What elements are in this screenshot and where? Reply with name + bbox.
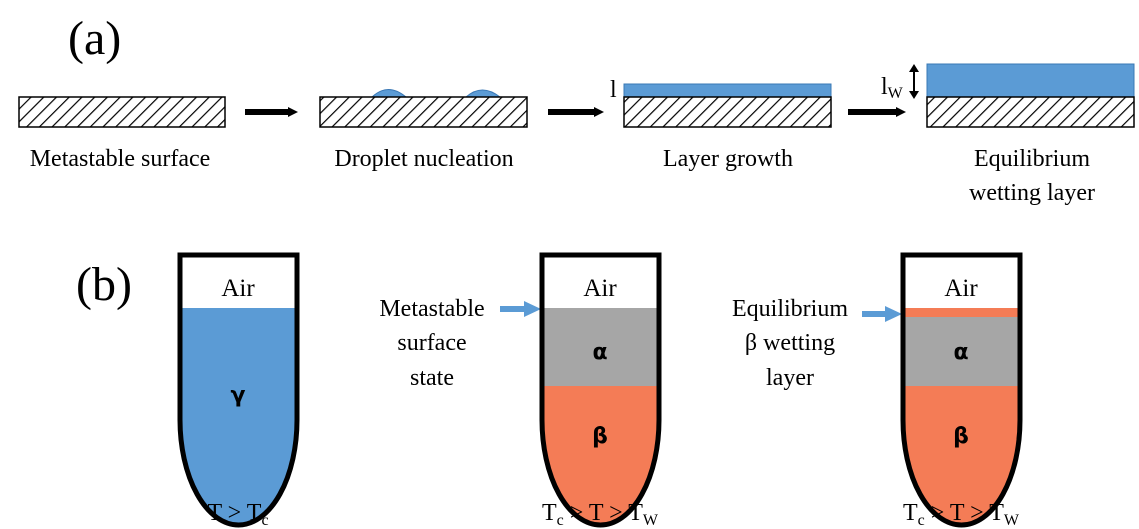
droplet bbox=[370, 89, 408, 98]
stage-equilibrium-wetting-layer: lW Equilibrium wetting layer bbox=[881, 63, 1135, 206]
stage-layer-growth: l Layer growth bbox=[610, 77, 832, 172]
annotation-line: β wetting bbox=[745, 330, 835, 356]
air-label: Air bbox=[221, 275, 255, 302]
thickness-label: lW bbox=[881, 74, 904, 102]
stage-label: Layer growth bbox=[663, 146, 793, 172]
stage-droplet-nucleation: Droplet nucleation bbox=[319, 89, 528, 172]
tube-outline bbox=[539, 252, 662, 528]
droplet bbox=[464, 89, 502, 98]
panel-a-label: (a) bbox=[68, 12, 121, 65]
gamma-label: γ bbox=[231, 383, 246, 408]
thin-wetting-layer bbox=[623, 83, 832, 98]
tube-single-phase: Air γ T > Tc bbox=[177, 252, 300, 529]
alpha-phase bbox=[903, 317, 1020, 386]
thickness-label: l bbox=[610, 77, 617, 103]
pointer-arrow-head bbox=[524, 301, 541, 317]
tube-metastable: Air α β Tc > T > TW bbox=[539, 252, 662, 529]
stage-metastable-surface: Metastable surface bbox=[18, 96, 226, 172]
beta-wetting-layer bbox=[903, 308, 1020, 317]
annotation-line: surface bbox=[397, 330, 466, 356]
tube-outline bbox=[900, 252, 1023, 528]
annotation-line: Metastable bbox=[379, 296, 484, 322]
pointer-arrow-head bbox=[885, 306, 902, 322]
stage-label-line1: Equilibrium bbox=[974, 146, 1090, 172]
panel-b-label: (b) bbox=[76, 258, 132, 311]
substrate bbox=[926, 96, 1135, 128]
alpha-label: α bbox=[953, 340, 968, 365]
stage-label: Droplet nucleation bbox=[334, 146, 513, 172]
condition-label: Tc > T > TW bbox=[903, 500, 1020, 529]
annotation-equilibrium: Equilibrium β wetting layer bbox=[732, 296, 902, 391]
air-label: Air bbox=[944, 275, 978, 302]
substrate bbox=[18, 96, 226, 128]
annotation-line: layer bbox=[766, 365, 814, 391]
tube-outline bbox=[177, 252, 300, 528]
beta-label: β bbox=[953, 424, 969, 449]
gamma-liquid bbox=[180, 308, 297, 525]
annotation-line: state bbox=[410, 365, 454, 391]
air-label: Air bbox=[583, 275, 617, 302]
stage-label: Metastable surface bbox=[30, 146, 211, 172]
condition-label: T > Tc bbox=[207, 500, 268, 529]
condition-label: Tc > T > TW bbox=[542, 500, 659, 529]
annotation-metastable: Metastable surface state bbox=[379, 296, 541, 391]
alpha-phase bbox=[542, 308, 659, 386]
stage-label-line2: wetting layer bbox=[969, 180, 1095, 206]
substrate bbox=[623, 96, 832, 128]
beta-label: β bbox=[592, 424, 608, 449]
substrate bbox=[319, 96, 528, 128]
tube-equilibrium: Air α β Tc > T > TW bbox=[900, 252, 1023, 529]
alpha-label: α bbox=[592, 340, 607, 365]
annotation-line: Equilibrium bbox=[732, 296, 848, 322]
equilibrium-wetting-layer bbox=[926, 63, 1135, 98]
thickness-double-arrow bbox=[909, 64, 919, 99]
